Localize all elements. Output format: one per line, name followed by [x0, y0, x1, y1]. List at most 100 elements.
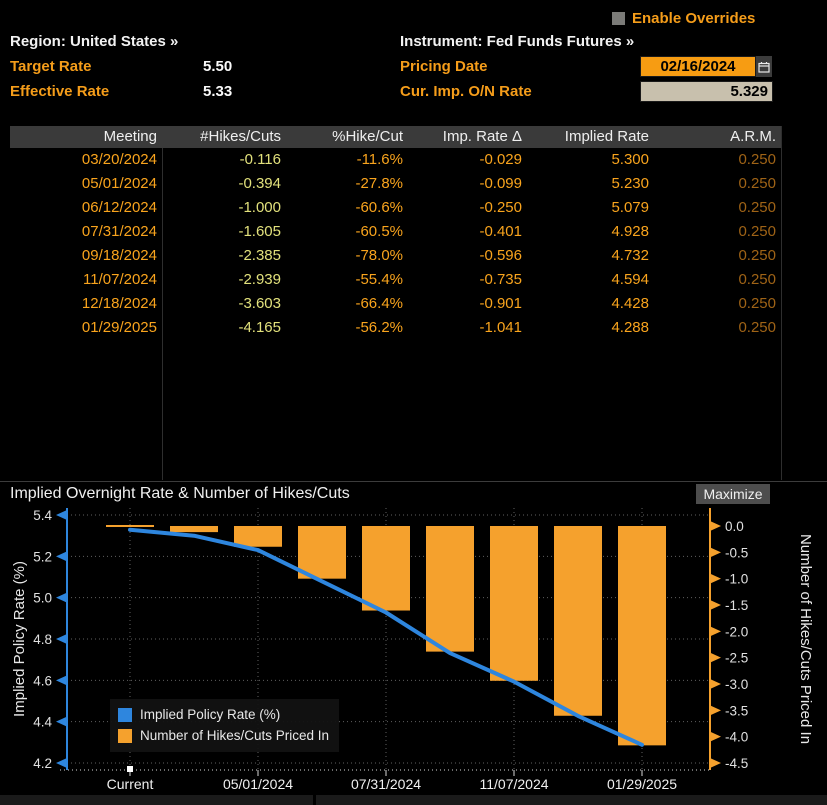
table-cell: -27.8%	[355, 175, 403, 192]
left-axis-tick-label: 5.2	[33, 549, 52, 564]
enable-overrides-label: Enable Overrides	[632, 10, 756, 27]
pricing-date-input[interactable]	[640, 56, 756, 77]
effective-rate-value: 5.33	[203, 83, 233, 100]
target-rate-label: Target Rate	[10, 58, 92, 75]
table-cell: -3.603	[238, 295, 281, 312]
left-axis-tick	[56, 716, 67, 727]
table-right-border	[781, 126, 782, 480]
table-cell: -0.901	[479, 295, 522, 312]
table-header-row: Meeting #Hikes/Cuts %Hike/Cut Imp. Rate Δ Im…	[10, 126, 782, 148]
table-row[interactable]: 05/01/2024 -0.394 -27.8% -0.099 5.230 0.250	[10, 172, 782, 196]
left-axis-title: Implied Policy Rate (%)	[11, 561, 28, 717]
right-axis-tick	[710, 731, 721, 742]
right-axis-tick-label: -3.0	[725, 677, 748, 692]
table-row[interactable]: 07/31/2024 -1.605 -60.5% -0.401 4.928 0.250	[10, 220, 782, 244]
target-rate-value: 5.50	[203, 58, 233, 75]
right-axis-tick	[710, 521, 721, 531]
effective-rate-label: Effective Rate	[10, 83, 110, 100]
enable-overrides-checkbox[interactable]	[612, 12, 625, 25]
bar	[618, 526, 666, 746]
left-axis-tick	[56, 675, 67, 686]
implied-rate-line	[128, 527, 644, 747]
table-row[interactable]: 12/18/2024 -3.603 -66.4% -0.901 4.428 0.250	[10, 292, 782, 316]
table-cell: -11.6%	[356, 151, 403, 168]
maximize-button[interactable]: Maximize	[696, 484, 770, 504]
right-axis-tick-label: -3.5	[725, 703, 748, 718]
table-cell: -1.605	[238, 223, 281, 240]
table-cell: 0.250	[738, 295, 776, 312]
legend-item-bar: Number of Hikes/Cuts Priced In	[118, 725, 329, 746]
right-axis-tick	[710, 600, 721, 611]
table-cell: 0.250	[738, 175, 776, 192]
table-cell: -0.116	[239, 151, 281, 168]
column-header: #Hikes/Cuts	[200, 128, 281, 145]
right-axis-tick	[710, 679, 721, 690]
table-body: 03/20/2024 -0.116 -11.6% -0.029 5.300 0.250 05…	[10, 148, 782, 340]
left-axis-tick	[56, 551, 67, 562]
table-cell: 4.594	[611, 271, 649, 288]
rate-chart[interactable]: 5.4 5.2 5.0 4.8 4.6 4.4 4.2 0.0 -0.5 -1.0 -1.5 -2.0…	[0, 505, 827, 797]
left-axis-tick	[56, 758, 67, 769]
table-cell: 11/07/2024	[83, 271, 157, 288]
left-axis-tick	[56, 634, 67, 645]
column-header: A.R.M.	[730, 128, 776, 145]
line-series-swatch-icon	[118, 707, 132, 722]
chart-legend: Implied Policy Rate (%) Number of Hikes/…	[110, 699, 340, 752]
bar-series-swatch-icon	[118, 728, 132, 743]
table-cell: -0.029	[479, 151, 522, 168]
table-row[interactable]: 06/12/2024 -1.000 -60.6% -0.250 5.079 0.250	[10, 196, 782, 220]
table-cell: -66.4%	[355, 295, 403, 312]
right-axis-tick-label: 0.0	[725, 519, 744, 534]
table-row[interactable]: 09/18/2024 -2.385 -78.0% -0.596 4.732 0.250	[10, 244, 782, 268]
table-cell: 4.288	[611, 319, 649, 336]
left-axis-tick-label: 5.0	[33, 591, 52, 606]
table-row[interactable]: 03/20/2024 -0.116 -11.6% -0.029 5.300 0.250	[10, 148, 782, 172]
bar	[490, 526, 538, 681]
table-cell: 0.250	[738, 271, 776, 288]
column-header: Meeting	[103, 128, 157, 145]
table-cell: 09/18/2024	[81, 247, 157, 264]
table-cell: 12/18/2024	[81, 295, 157, 312]
calendar-button[interactable]	[756, 56, 772, 77]
table-cell: -60.5%	[355, 223, 403, 240]
table-cell: 0.250	[738, 247, 776, 264]
table-cell: 06/12/2024	[81, 199, 157, 216]
right-axis-tick-label: -2.5	[725, 651, 748, 666]
right-axis-tick-label: -1.0	[725, 572, 748, 587]
table-cell: 0.250	[738, 151, 776, 168]
table-cell: 4.428	[611, 295, 649, 312]
left-axis-tick-label: 4.6	[33, 673, 52, 688]
instrument-selector[interactable]: Instrument: Fed Funds Futures »	[400, 33, 635, 50]
cur-imp-rate-input[interactable]	[640, 81, 773, 102]
table-cell: -0.596	[479, 247, 522, 264]
table-row[interactable]: 01/29/2025 -4.165 -56.2% -1.041 4.288 0.250	[10, 316, 782, 340]
table-cell: -55.4%	[355, 271, 403, 288]
table-cell: 5.230	[611, 175, 649, 192]
table-cell: 4.732	[611, 247, 649, 264]
enable-overrides: Enable Overrides	[612, 10, 755, 27]
table-cell: 0.250	[738, 199, 776, 216]
bar	[554, 526, 602, 716]
left-axis-tick-label: 4.4	[33, 715, 52, 730]
bar	[426, 526, 474, 652]
table-cell: -4.165	[238, 319, 281, 336]
bar	[234, 526, 282, 547]
bottom-panel-strip-left	[0, 795, 313, 805]
right-axis-tick-label: -2.0	[725, 624, 748, 639]
bottom-panel-strip-right	[316, 795, 827, 805]
table-cell: 01/29/2025	[81, 319, 157, 336]
table-cell: 5.079	[611, 199, 649, 216]
region-selector[interactable]: Region: United States »	[10, 33, 179, 50]
column-header: %Hike/Cut	[332, 128, 403, 145]
right-axis-title: Number of Hikes/Cuts Priced In	[797, 534, 814, 744]
right-axis-tick	[710, 758, 721, 769]
table-cell: 0.250	[738, 319, 776, 336]
table-cell: -0.394	[238, 175, 281, 192]
legend-label-bar: Number of Hikes/Cuts Priced In	[140, 728, 330, 743]
legend-label-line: Implied Policy Rate (%)	[140, 707, 281, 722]
right-axis-tick	[710, 626, 721, 637]
meetings-table: Meeting #Hikes/Cuts %Hike/Cut Imp. Rate Δ Im…	[10, 126, 782, 340]
table-row[interactable]: 11/07/2024 -2.939 -55.4% -0.735 4.594 0.250	[10, 268, 782, 292]
section-divider	[0, 481, 827, 482]
